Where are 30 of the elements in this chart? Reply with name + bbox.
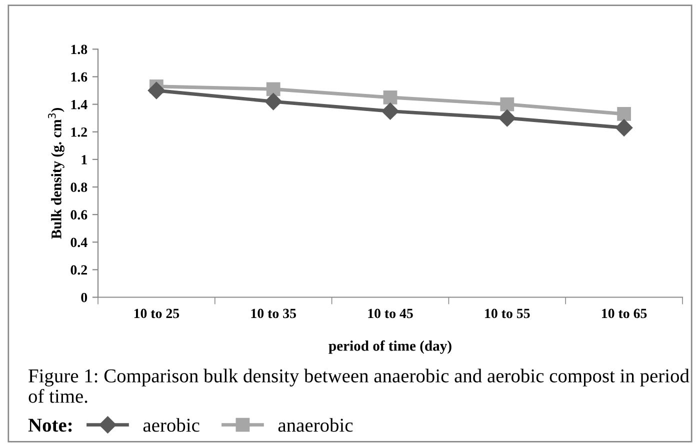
point [382,102,399,120]
x-tick-label: 10 to 45 [368,308,413,318]
y-tick-label: 1.8 [71,44,88,54]
x-tick-label: 10 to 25 [134,308,180,318]
point [498,110,516,127]
y-tick-label: 0.2 [70,265,87,275]
x-tick-label: 10 to 35 [251,308,296,318]
point [616,119,633,136]
point [617,107,631,121]
y-tick-label: 0 [81,292,88,302]
y-tick-label: 0.4 [70,238,88,248]
legend-title: Note: [28,418,72,432]
point [148,82,165,100]
y-tick-label: 1.6 [71,72,88,82]
x-tick-label: 10 to 65 [602,308,647,318]
y-axis-title: Bulk density (g. cm$^{3}$) [48,108,64,239]
point [500,97,514,112]
legend-label: anaerobic [278,418,353,432]
point [266,82,280,96]
point [264,92,282,110]
x-tick-label: 10 to 55 [485,308,530,318]
caption: Figure 1: Comparison bulk density between anaerobic and aerobic compost in period of time. [28,368,690,403]
x-axis-title: period of time (day) [328,340,452,354]
y-tick-label: 1.2 [71,127,87,137]
y-tick-label: 1 [82,155,87,164]
y-tick-label: 0.8 [70,182,88,192]
point [383,90,398,104]
legend-label: aerobic [143,418,200,432]
y-tick-label: 1.4 [71,100,88,110]
y-tick-label: 0.6 [70,210,88,220]
